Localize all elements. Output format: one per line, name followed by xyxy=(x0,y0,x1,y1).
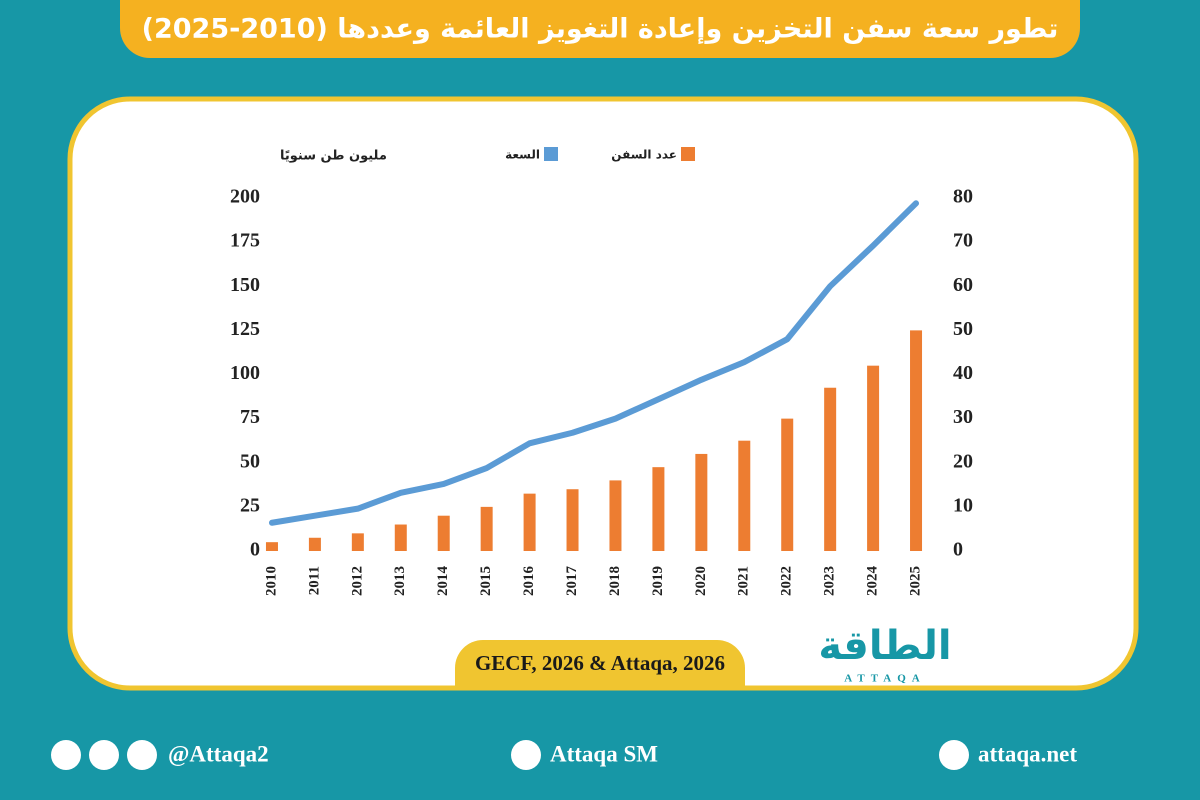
y-tick-label: 75 xyxy=(240,406,260,428)
y2-tick-label: 70 xyxy=(953,230,973,252)
y-tick-label: 175 xyxy=(230,230,260,252)
bar xyxy=(695,453,708,551)
web-icon[interactable] xyxy=(939,740,969,770)
x-icon[interactable] xyxy=(51,740,81,770)
x-tick-label: 2025 xyxy=(907,566,923,596)
x-tick-label: 2015 xyxy=(478,566,494,596)
bar xyxy=(351,533,364,551)
bar xyxy=(910,330,923,551)
bar xyxy=(738,440,751,551)
source-banner xyxy=(455,640,745,690)
line xyxy=(268,200,920,526)
y-tick-label: 100 xyxy=(230,362,260,384)
x-tick-label: 2019 xyxy=(650,566,666,596)
x-tick-label: 2020 xyxy=(693,566,709,596)
legend-swatch xyxy=(681,147,695,161)
y-tick-label: 125 xyxy=(230,318,260,340)
bar xyxy=(824,387,837,551)
x-tick-label: 2023 xyxy=(822,566,838,596)
y-tick-label: 0 xyxy=(250,539,260,561)
y-tick-label: 25 xyxy=(240,494,260,516)
y-tick-label: 50 xyxy=(240,450,260,472)
logo-arabic: الطاقة xyxy=(818,623,951,669)
x-tick-label: 2011 xyxy=(306,566,322,595)
y-axis-label: مليون طن سنويًا xyxy=(280,149,387,164)
bar xyxy=(609,480,622,551)
legend-label: عدد السفن xyxy=(611,148,677,162)
bar xyxy=(437,515,450,551)
youtube-handle[interactable]: Attaqa SM xyxy=(550,741,658,766)
bar xyxy=(265,542,278,551)
x-tick-label: 2014 xyxy=(435,566,451,597)
bar xyxy=(480,506,493,551)
legend-swatch xyxy=(544,147,558,161)
y2-tick-label: 50 xyxy=(953,318,973,340)
footer: @Attaqa2 Attaqa SM attaqa.net xyxy=(51,740,1077,770)
y2-tick-label: 60 xyxy=(953,274,973,296)
x-tick-label: 2022 xyxy=(779,566,795,596)
title-banner xyxy=(120,0,1080,58)
youtube-icon[interactable] xyxy=(511,740,541,770)
x-tick-label: 2012 xyxy=(349,566,365,596)
y-tick-label: 150 xyxy=(230,274,260,296)
y2-tick-label: 80 xyxy=(953,186,973,208)
x-tick-label: 2013 xyxy=(392,566,408,596)
source: GECF, 2026 & Attaqa, 2026 xyxy=(475,651,725,675)
bar xyxy=(308,537,321,551)
bar xyxy=(781,418,794,551)
website[interactable]: attaqa.net xyxy=(978,741,1077,766)
bar xyxy=(867,365,880,551)
x-tick-label: 2016 xyxy=(521,566,537,597)
x-tick-label: 2010 xyxy=(263,566,279,596)
bar xyxy=(394,524,407,551)
y2-tick-label: 0 xyxy=(953,539,963,561)
instagram-icon[interactable] xyxy=(89,740,119,770)
legend-label: السعة xyxy=(505,148,540,162)
bar xyxy=(652,467,665,551)
y2-tick-label: 20 xyxy=(953,450,973,472)
x-tick-label: 2021 xyxy=(736,566,752,596)
social-handle[interactable]: @Attaqa2 xyxy=(168,741,269,767)
x-tick-label: 2024 xyxy=(865,566,881,597)
y2-tick-label: 40 xyxy=(953,362,973,384)
x-tick-label: 2018 xyxy=(607,566,623,596)
y-tick-label: 200 xyxy=(230,186,260,208)
y2-tick-label: 10 xyxy=(953,494,973,516)
bar xyxy=(566,489,579,551)
bar xyxy=(523,493,536,551)
chart-title: تطور سعة سفن التخزين وإعادة التغويز العا… xyxy=(142,14,1059,45)
x-tick-label: 2017 xyxy=(564,566,580,597)
facebook-icon[interactable] xyxy=(127,740,157,770)
logo-latin: ATTAQA xyxy=(844,673,925,685)
y2-tick-label: 30 xyxy=(953,406,973,428)
